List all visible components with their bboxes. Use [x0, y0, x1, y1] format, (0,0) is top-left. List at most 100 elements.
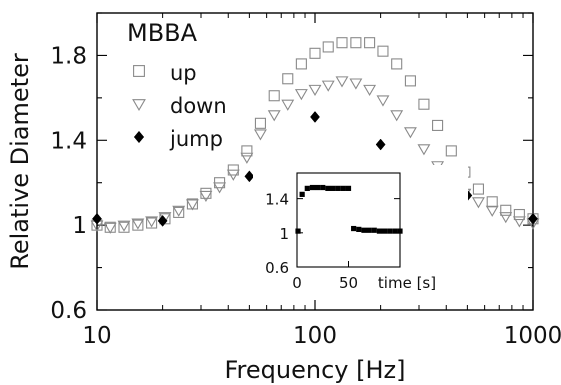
inset-data-point — [330, 185, 336, 191]
data-point-down — [117, 220, 131, 232]
data-point-down — [308, 84, 322, 96]
data-point-down — [335, 76, 349, 88]
data-point-down — [417, 144, 431, 156]
inset-data-point — [366, 227, 372, 233]
data-point-down — [172, 205, 186, 217]
data-point-up — [404, 75, 416, 87]
data-point-down — [253, 129, 267, 141]
inset-x-tick-label: 0 — [292, 274, 302, 292]
data-point-up — [241, 145, 253, 157]
data-point-up — [472, 183, 484, 195]
legend-marker-down — [132, 99, 146, 112]
legend-marker-jump — [133, 130, 145, 144]
x-tick-label: 1000 — [504, 323, 561, 349]
inset-data-point — [381, 228, 388, 234]
data-point-up — [391, 58, 403, 70]
inset-data-point — [371, 227, 377, 233]
y-tick-label: 1.4 — [50, 128, 87, 154]
data-point-down — [363, 84, 377, 96]
inset-y-tick-label: 1 — [279, 225, 289, 243]
data-point-up — [295, 58, 307, 70]
legend-label-jump: jump — [169, 127, 223, 151]
data-point-up — [118, 221, 130, 233]
data-point-jump — [157, 214, 168, 227]
main-x-ticks: 10 100 1000 — [82, 13, 561, 349]
data-point-jump — [310, 111, 320, 123]
data-point-jump — [528, 212, 538, 225]
main-y-ticks: 0.6 1 1.4 1.8 — [50, 12, 533, 324]
legend-label-down: down — [170, 94, 227, 118]
legend-marker-up — [133, 65, 145, 77]
inset-plot: 0.6 1 1.4 0 50 time [s] — [253, 165, 468, 295]
data-point-down — [403, 127, 417, 139]
inset-data-point — [304, 185, 310, 191]
inset-data-point — [299, 191, 305, 197]
data-point-up — [418, 98, 430, 110]
inset-series — [295, 184, 403, 234]
data-point-jump — [375, 138, 386, 151]
inset-y-tick-label: 1.4 — [265, 191, 289, 209]
inset-data-point — [325, 185, 331, 191]
data-point-down — [240, 152, 254, 164]
inset-data-point — [356, 226, 362, 232]
data-point-up — [309, 47, 321, 59]
data-point-down — [471, 197, 485, 209]
data-point-down — [185, 199, 199, 211]
data-point-down — [267, 110, 281, 122]
inset-data-point — [309, 184, 316, 191]
data-point-up — [200, 187, 212, 199]
x-tick-label: 10 — [82, 323, 111, 349]
data-point-up — [336, 37, 348, 49]
inset-data-point — [295, 228, 301, 234]
data-point-up — [486, 196, 498, 208]
data-point-down — [131, 218, 145, 230]
y-tick-label: 1.8 — [50, 43, 87, 69]
inset-data-point — [335, 185, 341, 191]
inset-data-point — [315, 184, 321, 191]
data-point-up — [254, 117, 266, 129]
data-point-down — [390, 110, 404, 122]
data-point-down — [376, 95, 390, 107]
data-point-up — [282, 73, 294, 85]
inset-x-axis-label: time [s] — [378, 274, 436, 292]
data-point-down — [512, 216, 526, 228]
legend: MBBA up down jump — [127, 19, 227, 151]
y-axis-label: Relative Diameter — [6, 53, 34, 270]
x-tick-label: 100 — [293, 323, 337, 349]
legend-title: MBBA — [127, 19, 198, 47]
data-point-up — [513, 208, 525, 221]
legend-label-up: up — [170, 61, 197, 85]
y-tick-label: 1 — [72, 213, 87, 239]
data-point-down — [213, 182, 227, 194]
data-point-down — [226, 169, 240, 181]
data-point-down — [499, 212, 513, 224]
data-point-up — [350, 37, 362, 49]
data-point-down — [294, 89, 308, 101]
inset-data-point — [361, 227, 367, 233]
data-point-down — [349, 78, 363, 90]
inset-data-point — [320, 184, 326, 191]
inset-data-point — [376, 228, 382, 234]
x-axis-label: Frequency [Hz] — [225, 356, 406, 384]
data-point-up — [146, 217, 158, 229]
inset-data-point — [387, 228, 393, 234]
inset-data-point — [392, 228, 398, 234]
data-point-up — [500, 204, 512, 216]
data-point-up — [377, 45, 389, 57]
data-point-up — [132, 219, 144, 231]
inset-data-point — [345, 185, 352, 191]
data-point-jump — [244, 170, 255, 183]
data-point-down — [281, 99, 295, 111]
data-point-jump — [92, 212, 102, 225]
data-point-up — [322, 41, 334, 53]
inset-data-point — [340, 185, 346, 191]
series-down — [90, 76, 540, 234]
data-point-up — [364, 37, 376, 49]
data-point-up — [268, 90, 280, 102]
inset-x-tick-label: 50 — [339, 274, 358, 292]
inset-data-point — [397, 228, 403, 234]
data-point-down — [103, 222, 117, 234]
inset-data-point — [351, 225, 357, 232]
